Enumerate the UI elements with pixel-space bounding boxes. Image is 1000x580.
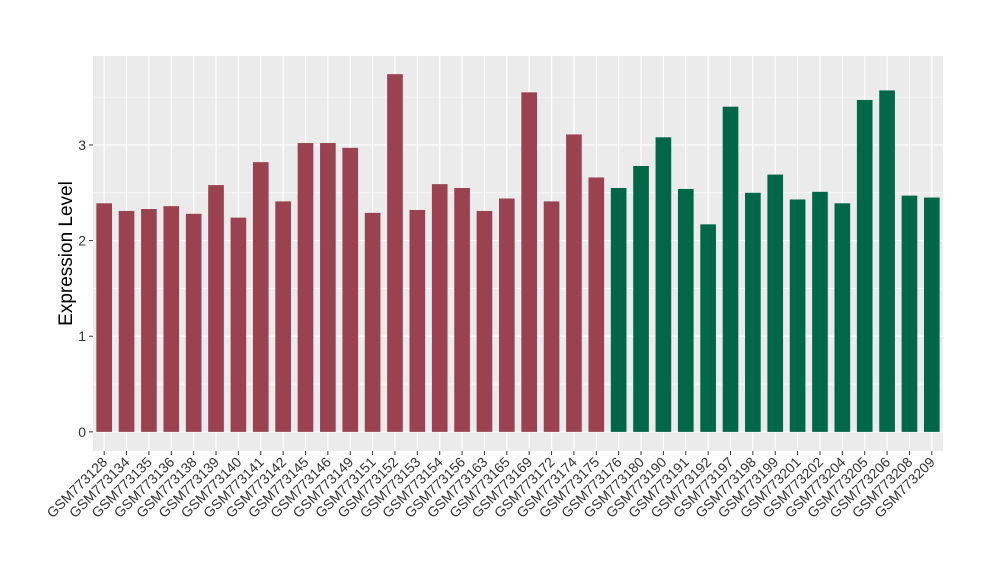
bar-GSM773141 [252,162,269,432]
bar-GSM773172 [543,201,560,432]
bar-GSM773169 [521,92,538,432]
bar-GSM773153 [409,209,426,432]
bar-GSM773140 [230,217,247,432]
bar-GSM773156 [454,187,470,432]
y-axis-title: Expression Level [56,181,77,326]
y-tick-label: 3 [78,137,86,153]
bar-GSM773149 [342,147,359,432]
bar-GSM773163 [476,210,493,432]
bar-GSM773136 [163,206,180,432]
bar-GSM773145 [297,143,314,432]
bar-GSM773180 [633,165,649,432]
y-axis: 0 1 2 3 [78,137,93,440]
bar-GSM773192 [700,224,716,432]
bar-GSM773175 [588,177,605,432]
y-tick-label: 2 [78,233,86,249]
bar-GSM773190 [655,137,672,432]
bar-GSM773176 [610,187,627,432]
bar-GSM773135 [141,209,157,432]
y-tick-label: 1 [78,328,86,344]
bar-GSM773154 [431,184,448,432]
bar-GSM773201 [789,199,806,432]
bar-GSM773139 [208,185,224,432]
bar-GSM773202 [812,191,828,432]
bar-GSM773197 [722,106,739,432]
bar-GSM773165 [498,198,515,432]
y-tick-label: 0 [78,424,86,440]
bar-GSM773199 [767,174,784,432]
bar-GSM773134 [118,210,135,432]
bar-GSM773152 [387,74,403,432]
bar-GSM773204 [834,203,851,432]
bar-GSM773128 [96,203,113,432]
bar-GSM773208 [901,195,918,432]
bar-GSM773209 [923,197,940,432]
x-axis: GSM773128GSM773134GSM773135GSM773136GSM7… [43,451,938,521]
bar-series [96,74,940,432]
bar-GSM773205 [856,99,873,432]
bar-GSM773142 [275,201,291,432]
bar-GSM773138 [185,213,202,432]
bar-GSM773146 [320,143,336,432]
bar-GSM773206 [879,90,895,432]
bar-GSM773191 [677,188,694,432]
bar-GSM773198 [745,192,761,432]
bar-GSM773174 [566,134,582,432]
bar-GSM773151 [364,212,381,432]
